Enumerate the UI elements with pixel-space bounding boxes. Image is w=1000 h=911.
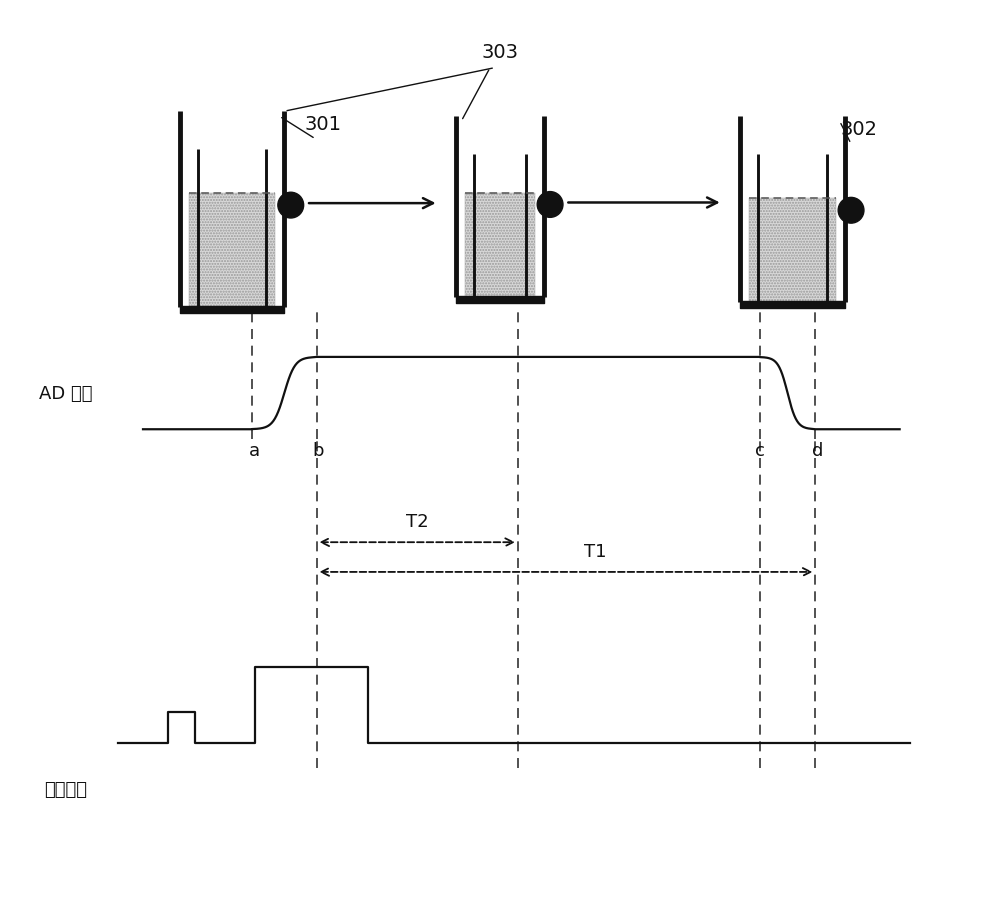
Text: 301: 301 [305,115,342,134]
Circle shape [278,192,304,218]
Bar [749,199,836,302]
Bar [189,193,275,307]
Circle shape [838,198,864,223]
Text: 302: 302 [840,119,877,138]
Text: a: a [249,442,260,460]
Bar [465,192,535,298]
Text: T1: T1 [584,543,607,561]
Text: T2: T2 [406,514,429,531]
Circle shape [537,191,563,218]
Bar [749,199,836,302]
Text: 时序信号: 时序信号 [44,781,87,799]
Bar [465,192,535,298]
Text: d: d [812,442,823,460]
Bar [189,193,275,307]
Text: b: b [313,442,324,460]
Text: c: c [755,442,765,460]
Text: AD 信号: AD 信号 [39,384,92,403]
Text: 303: 303 [482,43,519,62]
